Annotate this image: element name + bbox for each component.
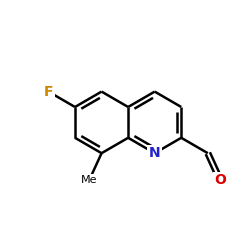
Text: Me: Me bbox=[81, 175, 98, 185]
Text: O: O bbox=[214, 173, 226, 187]
Text: F: F bbox=[44, 84, 53, 98]
Text: N: N bbox=[149, 146, 160, 160]
